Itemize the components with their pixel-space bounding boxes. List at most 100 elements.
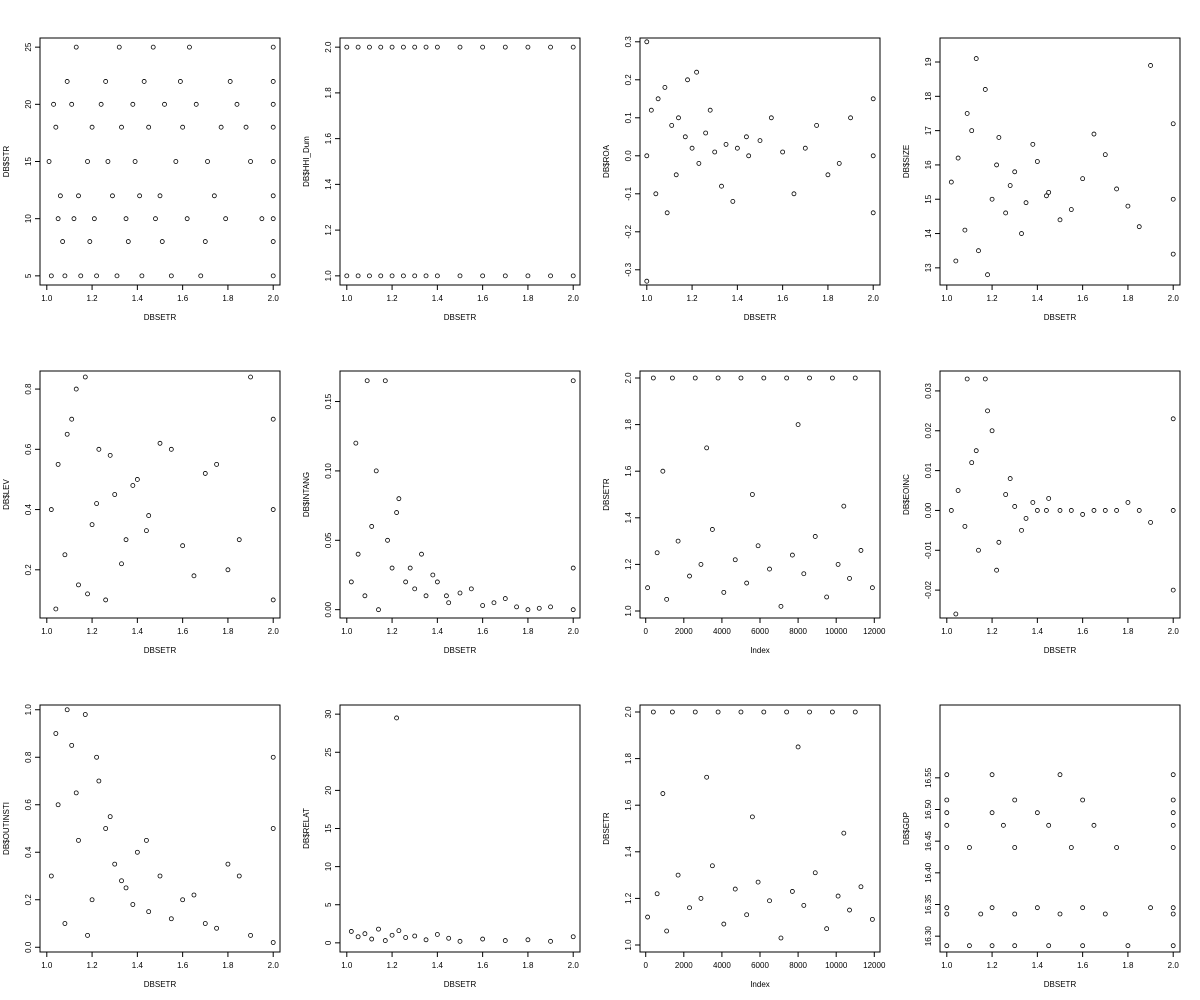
data-point <box>944 943 950 949</box>
data-point <box>434 273 440 279</box>
x-tick-label: 2.0 <box>868 294 880 303</box>
x-tick-label: 1.4 <box>432 294 444 303</box>
data-point <box>778 603 784 609</box>
data-point <box>389 44 395 50</box>
data-point <box>457 938 463 944</box>
data-point <box>994 162 1000 168</box>
data-point <box>180 124 186 130</box>
y-tick-label: 0.1 <box>624 112 633 124</box>
y-tick-label: 0.8 <box>24 751 33 763</box>
data-point <box>457 44 463 50</box>
data-point <box>964 111 970 116</box>
data-point <box>223 216 229 222</box>
x-tick-label: 1.6 <box>477 294 489 303</box>
y-tick-label: 17 <box>924 126 933 135</box>
y-tick-label: 30 <box>324 709 333 718</box>
data-point <box>419 551 424 557</box>
plot-frame <box>39 370 281 619</box>
data-point <box>744 912 750 918</box>
plot-frame <box>39 704 281 953</box>
data-point <box>858 884 864 890</box>
x-axis-label: DBSETR <box>444 646 477 655</box>
data-point <box>824 926 830 932</box>
data-point <box>650 709 656 715</box>
x-tick-label: 1.0 <box>341 294 353 303</box>
y-tick-label: 2.0 <box>624 706 633 718</box>
data-point <box>55 461 61 467</box>
y-axis-label: DB$RELAT <box>302 808 311 849</box>
data-point <box>137 193 143 199</box>
data-point <box>778 935 784 941</box>
data-point <box>514 604 520 610</box>
data-point <box>801 571 807 577</box>
data-point <box>193 101 199 107</box>
y-tick-label: 16.55 <box>924 767 933 788</box>
data-point <box>177 79 183 84</box>
x-tick-label: 1.6 <box>477 627 489 636</box>
data-point <box>202 239 208 244</box>
x-tick-label: 1.6 <box>1077 627 1089 636</box>
data-point <box>1170 416 1176 422</box>
data-point <box>270 239 276 244</box>
data-point <box>146 909 152 915</box>
data-point <box>364 378 370 384</box>
x-tick-label: 2.0 <box>568 627 580 636</box>
data-point <box>446 600 452 606</box>
y-tick-label: 0.0 <box>624 150 633 162</box>
y-axis-label: DB$EOINC <box>902 474 911 515</box>
data-point <box>669 375 675 381</box>
data-point <box>214 461 220 467</box>
data-point <box>689 145 695 151</box>
data-point <box>248 374 253 380</box>
x-tick-label: 10000 <box>825 627 848 636</box>
x-tick-label: 1.0 <box>341 627 353 636</box>
data-point <box>687 905 692 911</box>
x-tick-label: 4000 <box>713 961 731 970</box>
data-point <box>423 937 429 943</box>
y-tick-label: 0.2 <box>624 74 633 86</box>
data-point <box>784 709 790 715</box>
y-tick-label: 16.50 <box>924 799 933 820</box>
y-tick-label: 0.10 <box>324 463 333 479</box>
x-axis-label: DBSETR <box>744 313 777 322</box>
y-tick-label: 0.2 <box>24 894 33 906</box>
data-point <box>116 44 122 50</box>
x-tick-label: 10000 <box>825 961 848 970</box>
data-point <box>400 273 406 279</box>
data-point <box>119 878 124 884</box>
data-point <box>654 550 660 556</box>
data-point <box>150 44 156 50</box>
y-tick-label: 2.0 <box>624 372 633 384</box>
data-point <box>173 159 179 164</box>
data-point <box>132 159 138 164</box>
x-tick-label: 1.2 <box>987 961 999 970</box>
x-tick-label: 1.0 <box>641 294 653 303</box>
data-point <box>1012 943 1018 949</box>
data-point <box>130 101 136 107</box>
data-point <box>976 547 981 553</box>
data-point <box>184 216 190 222</box>
x-tick-label: 1.8 <box>522 627 534 636</box>
data-point <box>168 916 174 922</box>
y-tick-label: 1.8 <box>324 87 333 99</box>
data-point <box>119 124 124 130</box>
y-axis-label: DB$GDP <box>902 812 911 845</box>
data-point <box>570 565 576 571</box>
data-point <box>645 585 651 591</box>
data-point <box>227 79 233 84</box>
data-point <box>704 445 710 451</box>
data-point <box>134 849 140 855</box>
data-point <box>852 375 858 381</box>
data-point <box>270 754 276 760</box>
x-tick-label: 1.2 <box>87 294 99 303</box>
data-point <box>841 503 847 509</box>
data-point <box>807 709 812 715</box>
x-tick-label: 2.0 <box>568 294 580 303</box>
y-tick-label: 1.4 <box>324 178 333 190</box>
data-point <box>457 273 463 279</box>
x-axis-label: DBSETR <box>444 313 477 322</box>
x-tick-label: 1.6 <box>477 961 489 970</box>
data-point <box>369 936 375 942</box>
data-point <box>1170 822 1176 828</box>
data-point <box>1170 943 1176 949</box>
